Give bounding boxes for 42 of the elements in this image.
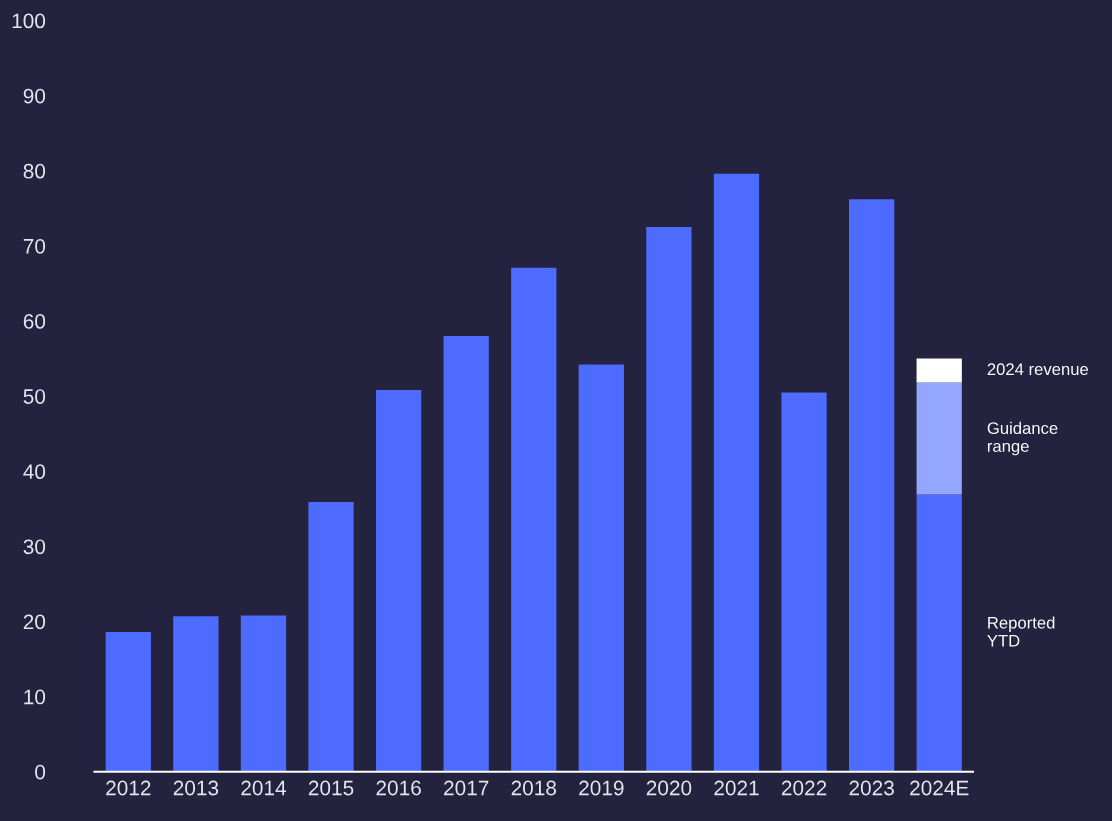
bar <box>713 173 760 772</box>
x-tick-label: 2012 <box>106 780 151 796</box>
x-tick-label: 2020 <box>646 780 692 796</box>
bar <box>916 358 962 383</box>
y-tick-label: 20 <box>23 614 46 630</box>
bar <box>240 615 287 772</box>
y-tick-label: 50 <box>23 389 46 404</box>
bar <box>511 267 557 772</box>
y-tick-label: 0 <box>35 764 46 780</box>
y-tick-label: 40 <box>23 464 46 480</box>
x-tick-label: 2021 <box>714 780 759 796</box>
x-tick-label: 2014 <box>241 780 287 796</box>
y-tick-label: 90 <box>23 88 46 104</box>
y-tick-label: 60 <box>23 314 46 329</box>
y-tick-label: 100 <box>12 13 46 29</box>
x-tick-label: 2015 <box>308 780 354 796</box>
bar <box>916 494 962 772</box>
x-tick-label: 2023 <box>849 780 894 796</box>
x-tick-label: 2024E <box>910 780 969 796</box>
bar <box>105 632 151 772</box>
series-label: Reported YTD <box>987 616 1055 647</box>
y-tick-label: 30 <box>23 539 46 555</box>
x-tick-label: 2017 <box>444 780 489 796</box>
bar <box>375 390 422 772</box>
series-label: 2024 revenue <box>987 363 1089 376</box>
y-tick-label: 10 <box>24 689 46 705</box>
x-tick-label: 2016 <box>376 780 421 796</box>
bar <box>781 392 827 772</box>
bar <box>849 199 895 772</box>
y-tick-label: 80 <box>23 163 46 179</box>
bar <box>646 227 692 772</box>
x-tick-label: 2019 <box>579 780 624 796</box>
x-tick-label: 2018 <box>511 780 557 796</box>
bar <box>443 336 489 772</box>
bar <box>308 502 354 772</box>
x-tick-label: 2022 <box>781 780 827 796</box>
bar <box>578 364 624 772</box>
bar <box>916 382 962 495</box>
y-tick-label: 70 <box>23 238 46 254</box>
bar <box>173 616 219 772</box>
x-tick-label: 2013 <box>173 780 219 796</box>
series-label: Guidance range <box>987 421 1058 456</box>
